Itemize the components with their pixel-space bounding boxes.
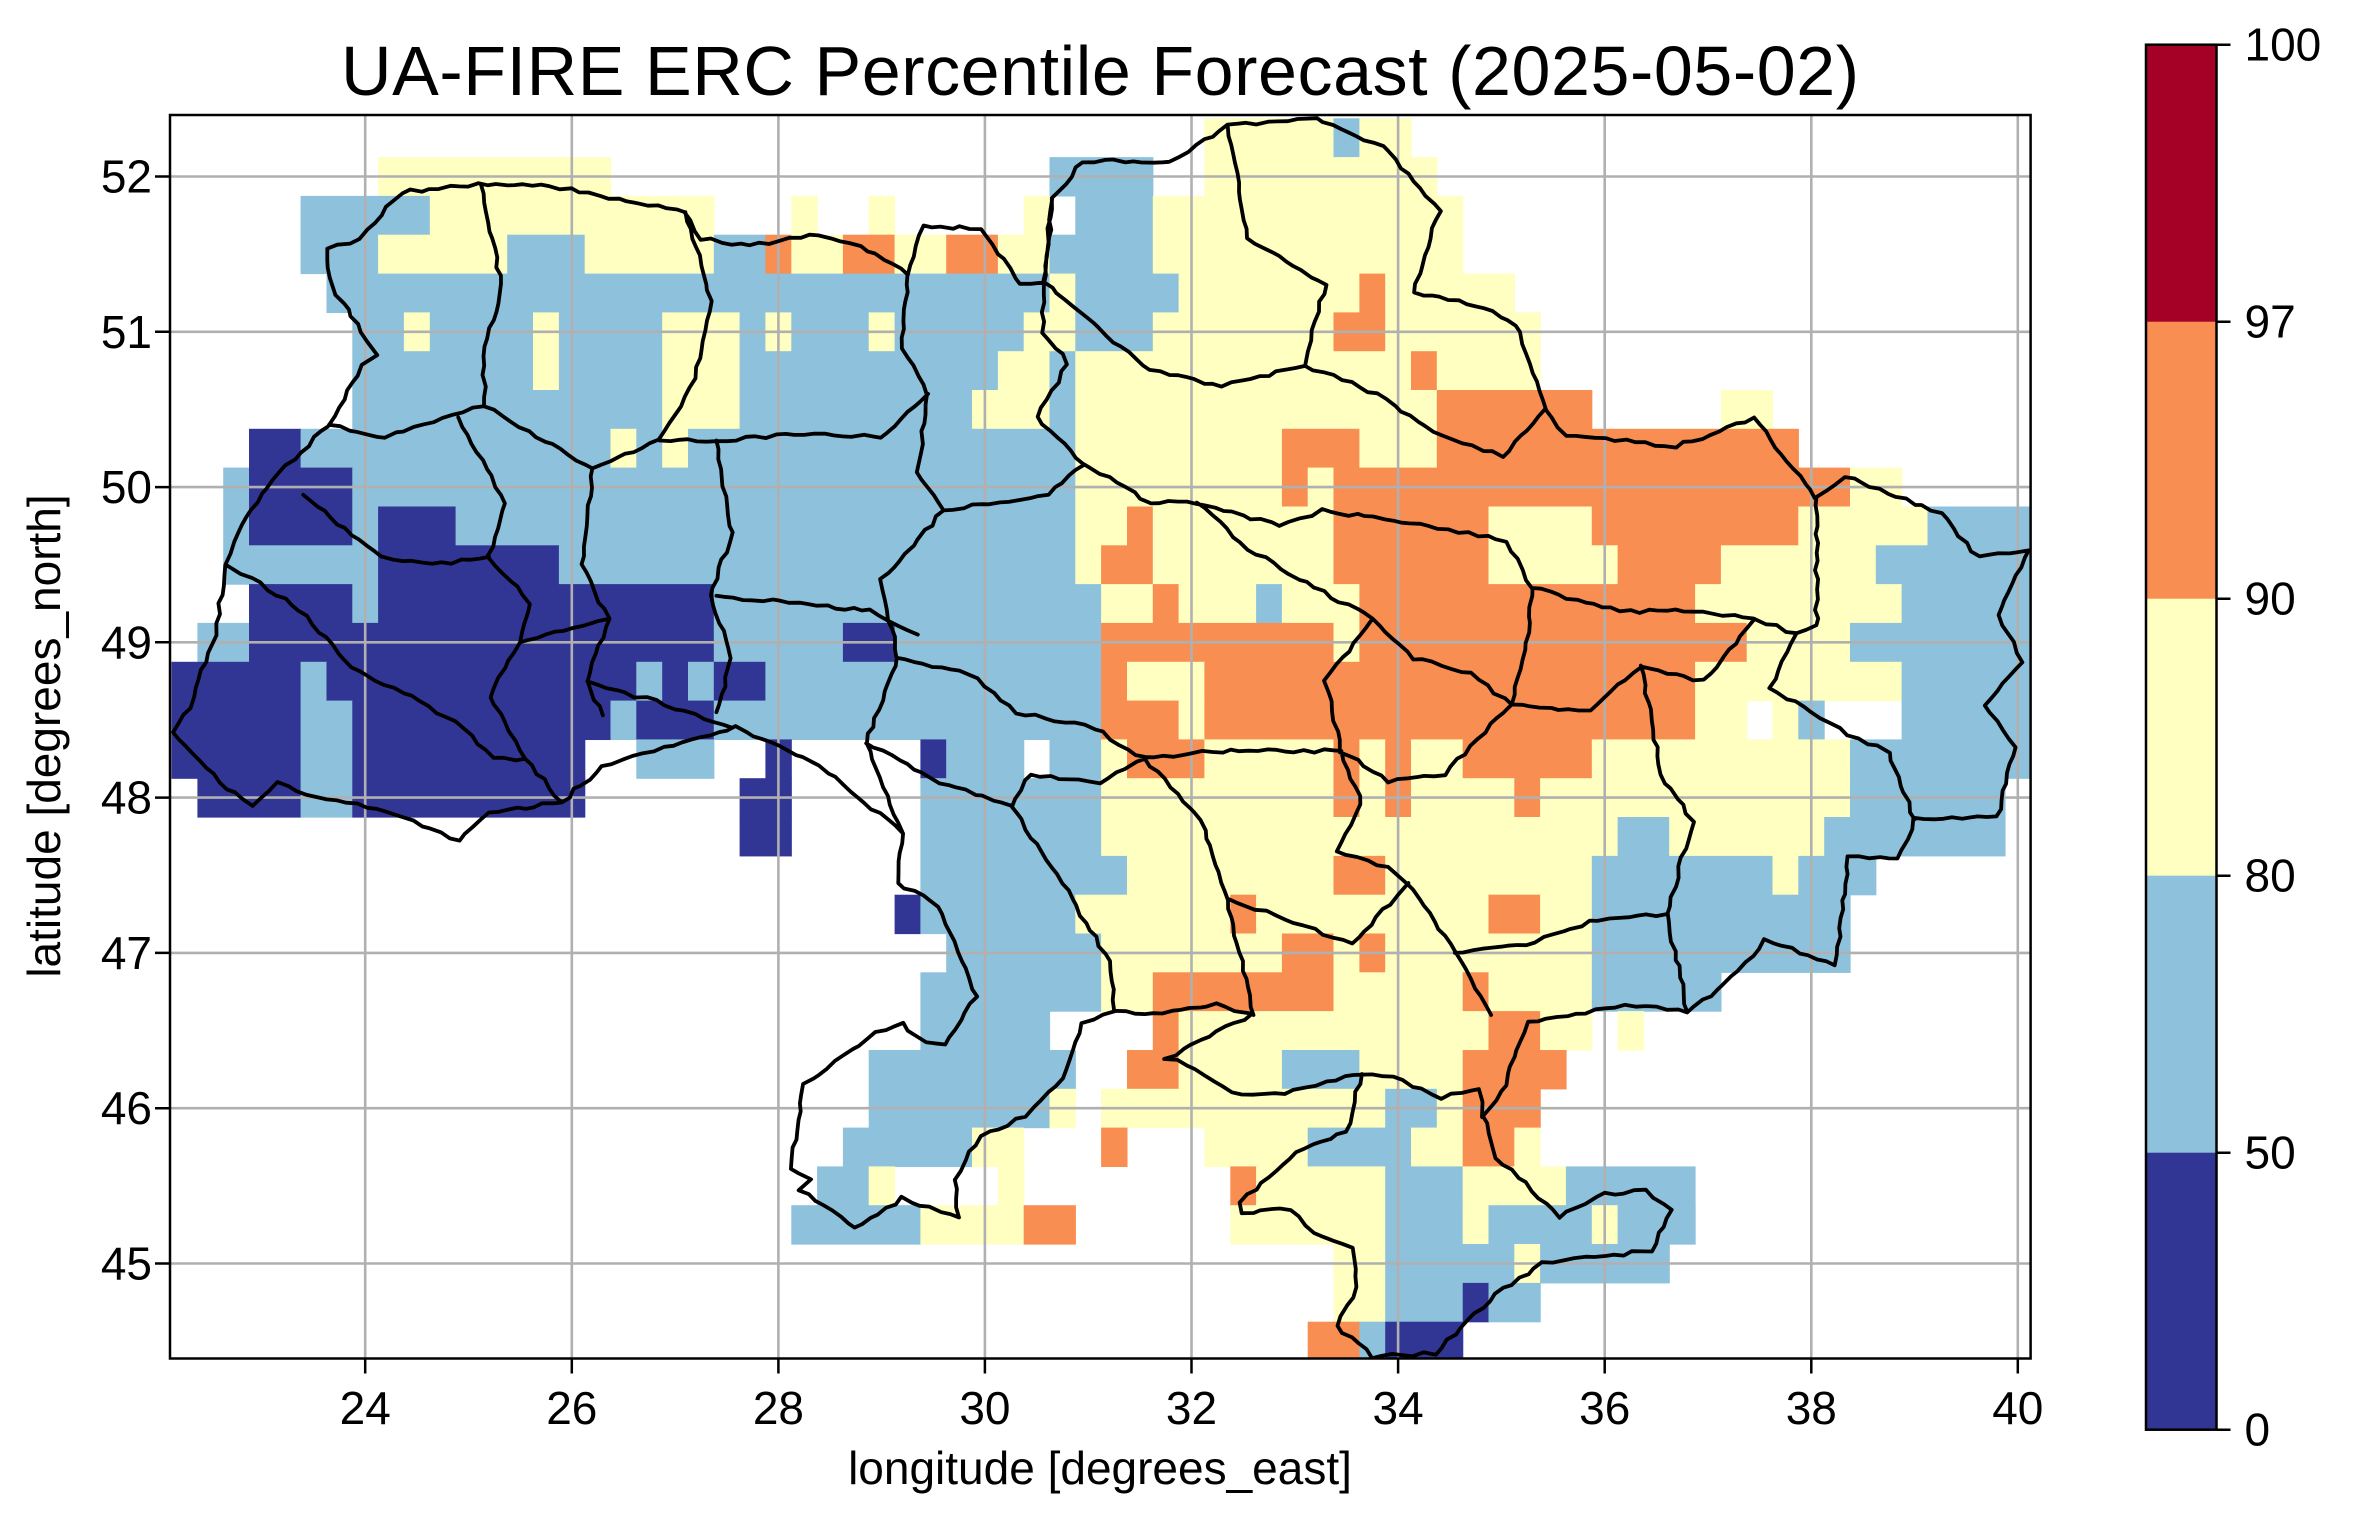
svg-text:48: 48	[101, 772, 152, 824]
svg-text:49: 49	[101, 616, 152, 668]
svg-text:50: 50	[2245, 1127, 2296, 1179]
svg-text:80: 80	[2245, 850, 2296, 902]
svg-text:32: 32	[1166, 1382, 1217, 1434]
svg-text:45: 45	[101, 1238, 152, 1290]
svg-text:90: 90	[2245, 573, 2296, 625]
svg-text:28: 28	[753, 1382, 804, 1434]
svg-text:47: 47	[101, 927, 152, 979]
svg-text:26: 26	[546, 1382, 597, 1434]
svg-text:UA-FIRE ERC Percentile Forecas: UA-FIRE ERC Percentile Forecast (2025-05…	[341, 32, 1859, 110]
svg-text:51: 51	[101, 306, 152, 358]
svg-text:30: 30	[959, 1382, 1010, 1434]
svg-text:34: 34	[1373, 1382, 1424, 1434]
svg-text:latitude [degrees_north]: latitude [degrees_north]	[18, 494, 70, 977]
svg-text:50: 50	[101, 461, 152, 513]
svg-text:100: 100	[2245, 19, 2322, 71]
svg-text:longitude [degrees_east]: longitude [degrees_east]	[848, 1442, 1352, 1494]
svg-text:24: 24	[340, 1382, 391, 1434]
svg-text:40: 40	[1992, 1382, 2043, 1434]
svg-text:97: 97	[2245, 296, 2296, 348]
svg-text:36: 36	[1579, 1382, 1630, 1434]
svg-text:46: 46	[101, 1082, 152, 1134]
svg-text:38: 38	[1786, 1382, 1837, 1434]
svg-text:52: 52	[101, 151, 152, 203]
svg-text:0: 0	[2245, 1404, 2271, 1456]
